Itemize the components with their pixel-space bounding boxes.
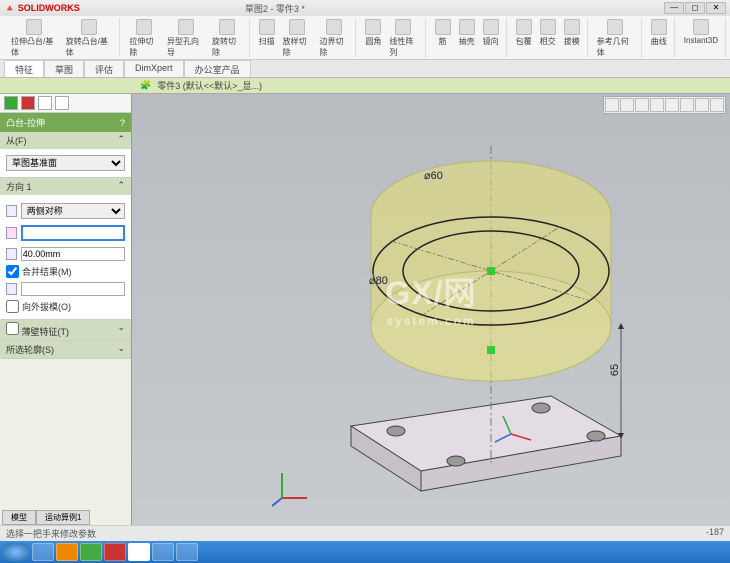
tab-features[interactable]: 特征 — [4, 60, 44, 77]
vp-tool-4[interactable] — [650, 98, 664, 112]
maximize-button[interactable]: ◻ — [685, 2, 705, 14]
collapse-icon: ⌃ — [117, 134, 125, 147]
tab-motion-study[interactable]: 运动算例1 — [36, 510, 90, 525]
bottom-tabs: 模型 运动算例1 — [2, 510, 90, 525]
wrap-button[interactable]: 包覆 — [513, 18, 535, 48]
rib-button[interactable]: 筋 — [432, 18, 454, 48]
extrude-boss-button[interactable]: 拉伸凸台/基体 — [8, 18, 61, 59]
pm-title-bar: 凸台-拉伸 ? — [0, 113, 131, 132]
minimize-button[interactable]: — — [664, 2, 684, 14]
windows-taskbar — [0, 541, 730, 563]
taskbar-word-icon[interactable] — [128, 543, 150, 561]
draft-button[interactable]: 拔模 — [561, 18, 583, 48]
linear-pattern-button[interactable]: 线性阵列 — [386, 18, 420, 59]
close-button[interactable]: ✕ — [706, 2, 726, 14]
revolve-boss-button[interactable]: 旋转凸台/基体 — [63, 18, 116, 59]
sweep-button[interactable]: 扫描 — [256, 18, 278, 59]
fillet-button[interactable]: 圆角 — [362, 18, 384, 59]
dim-d60[interactable]: ⌀60 — [422, 169, 445, 182]
dim-d80[interactable]: ⌀80 — [367, 274, 390, 287]
depth-icon — [6, 248, 17, 260]
breadcrumb-part[interactable]: 零件3 (默认<<默认>_显...) — [151, 79, 268, 92]
intersect-button[interactable]: 相交 — [537, 18, 559, 48]
taskbar-ie-icon[interactable] — [32, 543, 54, 561]
status-coord: -187 — [706, 527, 724, 540]
dim-h65[interactable]: 65 — [609, 362, 621, 378]
taskbar-app-icon[interactable] — [80, 543, 102, 561]
ok-button[interactable] — [4, 96, 18, 110]
breadcrumb-bar: 🧩 零件3 (默认<<默认>_显...) — [0, 78, 730, 94]
direction1-header[interactable]: 方向 1⌃ — [0, 178, 131, 195]
taskbar-app2-icon[interactable] — [152, 543, 174, 561]
ribbon-toolbar: 拉伸凸台/基体 旋转凸台/基体 拉伸切除 异型孔向导 旋转切除 扫描 放样切除 … — [0, 16, 730, 60]
from-select[interactable]: 草图基准面 — [6, 155, 125, 171]
tab-model[interactable]: 模型 — [2, 510, 36, 525]
collapse-icon: ⌃ — [117, 180, 125, 193]
document-title: 草图2 - 零件3 * — [245, 2, 305, 15]
status-bar: 选择一把手来修改参数 -187 — [0, 525, 730, 541]
tab-dimxpert[interactable]: DimXpert — [124, 60, 184, 77]
view-triad[interactable] — [272, 468, 312, 508]
help-button[interactable] — [55, 96, 69, 110]
from-section-header[interactable]: 从(F)⌃ — [0, 132, 131, 149]
cancel-button[interactable] — [21, 96, 35, 110]
mirror-button[interactable]: 镜向 — [480, 18, 502, 48]
graphics-viewport[interactable]: ⌀60 ⌀80 65 GX/网system.com — [132, 94, 730, 538]
tab-office[interactable]: 办公室产品 — [184, 60, 251, 77]
depth-input[interactable] — [21, 247, 125, 261]
loft-cut-button[interactable]: 放样切除 — [280, 18, 315, 59]
collapse-icon: ⌄ — [117, 322, 125, 338]
vp-tool-8[interactable] — [710, 98, 724, 112]
collapse-icon: ⌄ — [117, 343, 125, 356]
preview-button[interactable] — [38, 96, 52, 110]
draft-angle-input[interactable] — [21, 282, 125, 296]
title-bar: 🔺 SOLIDWORKS 草图2 - 零件3 * — ◻ ✕ — [0, 0, 730, 16]
revolve-cut-button[interactable]: 旋转切除 — [209, 18, 245, 59]
property-manager: 凸台-拉伸 ? 从(F)⌃ 草图基准面 方向 1⌃ 两侧对称 — [0, 94, 132, 538]
shell-button[interactable]: 抽壳 — [456, 18, 478, 48]
app-logo: 🔺 SOLIDWORKS — [4, 3, 80, 14]
vp-tool-7[interactable] — [695, 98, 709, 112]
direction-vector-icon[interactable] — [6, 227, 17, 239]
taskbar-app3-icon[interactable] — [176, 543, 198, 561]
draft-icon[interactable] — [6, 283, 17, 295]
reverse-direction-icon[interactable] — [6, 205, 17, 217]
taskbar-folder-icon[interactable] — [56, 543, 78, 561]
window-controls: — ◻ ✕ — [664, 2, 726, 14]
model-preview — [221, 96, 641, 496]
pm-title: 凸台-拉伸 — [6, 116, 45, 129]
vp-tool-6[interactable] — [680, 98, 694, 112]
command-manager-tabs: 特征 草图 评估 DimXpert 办公室产品 — [0, 60, 730, 78]
tab-sketch[interactable]: 草图 — [44, 60, 84, 77]
curves-button[interactable]: 曲线 — [648, 18, 670, 48]
vp-tool-5[interactable] — [665, 98, 679, 112]
instant3d-button[interactable]: Instant3D — [681, 18, 721, 46]
hole-wizard-button[interactable]: 异型孔向导 — [164, 18, 207, 59]
merge-result-checkbox[interactable]: 合并结果(M) — [6, 265, 125, 278]
draft-outward-checkbox[interactable]: 向外拔模(O) — [6, 300, 125, 313]
tab-evaluate[interactable]: 评估 — [84, 60, 124, 77]
pm-toolbar — [0, 94, 131, 113]
direction-vector-input[interactable] — [21, 225, 125, 241]
pm-help-icon[interactable]: ? — [120, 118, 125, 128]
breadcrumb-icon: 🧩 — [140, 80, 151, 91]
ref-geometry-button[interactable]: 参考几何体 — [594, 18, 637, 59]
contours-header[interactable]: 所选轮廓(S)⌄ — [0, 341, 131, 358]
end-condition-select[interactable]: 两侧对称 — [21, 203, 125, 219]
thin-feature-header[interactable]: 薄壁特征(T) ⌄ — [0, 320, 131, 340]
start-button[interactable] — [2, 543, 30, 561]
boundary-cut-button[interactable]: 边界切除 — [317, 18, 352, 59]
extrude-cut-button[interactable]: 拉伸切除 — [126, 18, 162, 59]
status-text: 选择一把手来修改参数 — [6, 527, 96, 540]
base-plate — [351, 396, 621, 491]
taskbar-solidworks-icon[interactable] — [104, 543, 126, 561]
